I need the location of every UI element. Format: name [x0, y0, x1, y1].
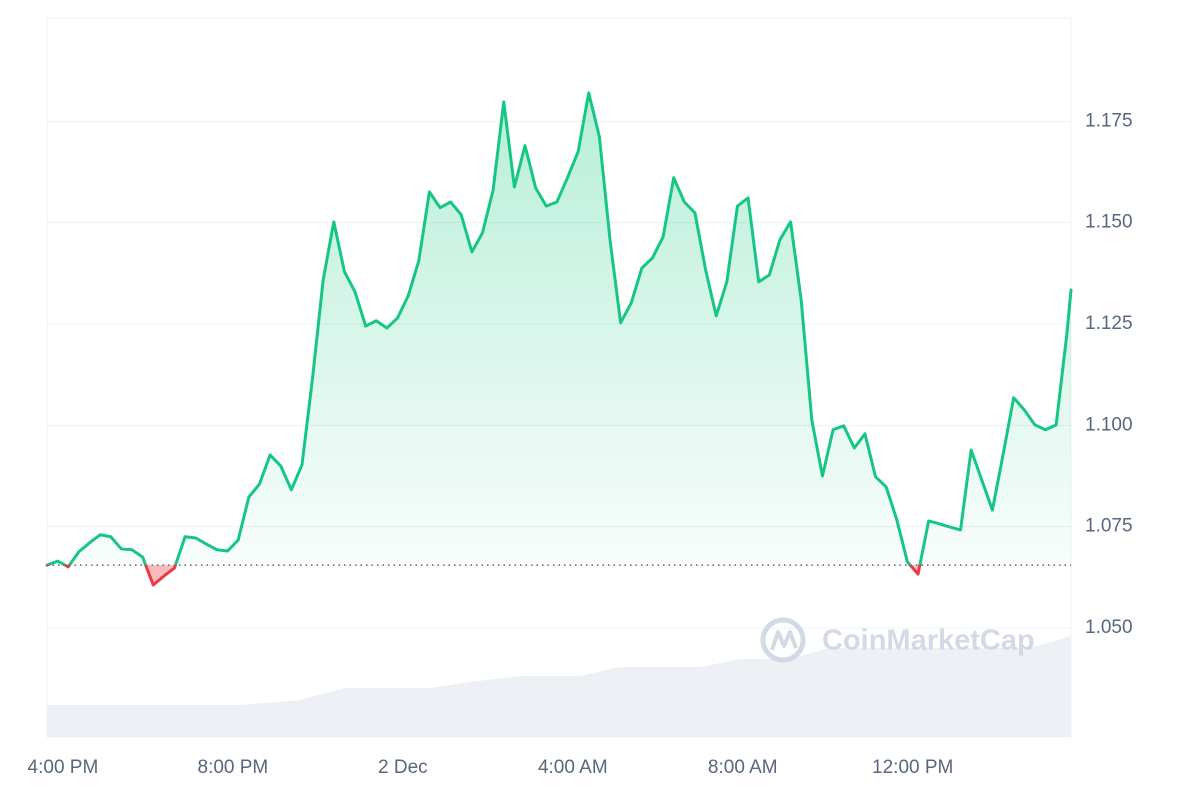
- y-tick-label: 1.125: [1085, 313, 1133, 334]
- price-area: [47, 92, 1071, 586]
- price-line: [45, 91, 1073, 587]
- watermark-logo-mark: [770, 630, 798, 651]
- watermark: CoinMarketCap: [760, 617, 1035, 663]
- x-tick-label: 8:00 PM: [198, 757, 269, 778]
- y-tick-label: 1.075: [1085, 516, 1133, 537]
- data: [45, 91, 1073, 587]
- y-tick-label: 1.050: [1085, 617, 1133, 638]
- x-tick-label: 2 Dec: [378, 757, 428, 778]
- x-tick-label: 4:00 PM: [28, 757, 99, 778]
- labels: 1.050 1.075 1.100 1.125 1.150 1.175 4:00 PM 8:0…: [28, 110, 1133, 778]
- x-tick-label: 4:00 AM: [538, 757, 608, 778]
- y-tick-label: 1.100: [1085, 414, 1133, 435]
- x-tick-label: 12:00 PM: [872, 757, 953, 778]
- y-tick-label: 1.150: [1085, 212, 1133, 233]
- grid: [47, 120, 1071, 629]
- volume-area: [47, 636, 1071, 737]
- watermark-text: CoinMarketCap: [822, 625, 1035, 657]
- y-tick-label: 1.175: [1085, 110, 1133, 131]
- x-tick-label: 8:00 AM: [708, 757, 778, 778]
- watermark-logo: [760, 617, 806, 663]
